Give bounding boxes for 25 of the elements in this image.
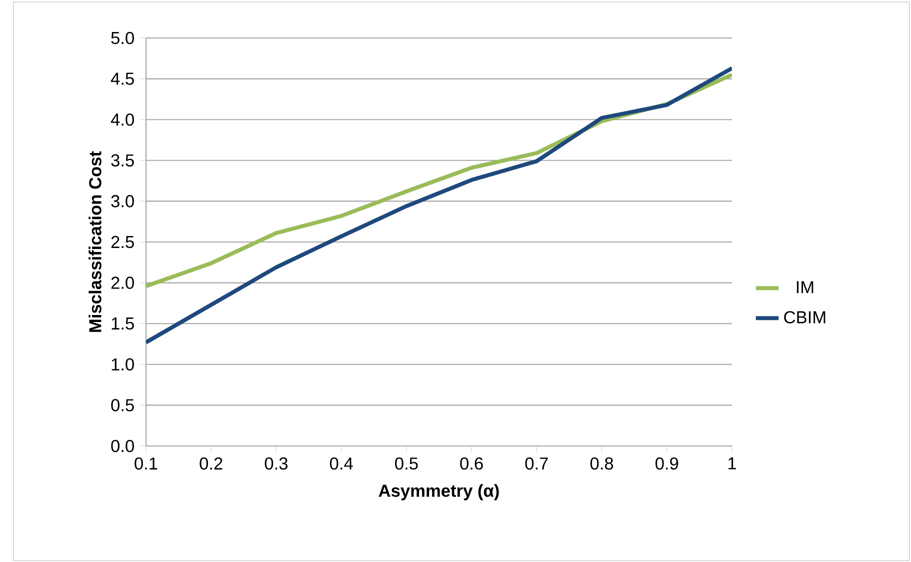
y-tick-label: 4.5 [110,72,134,85]
legend-label: IM [796,281,814,294]
x-tick-label: 1 [728,457,736,470]
y-tick-label: 4.0 [110,113,134,126]
y-tick-label: 3.0 [111,195,134,208]
y-tick-label: 1.5 [112,318,134,330]
y-tick-label: 2.5 [111,236,134,248]
x-tick-label: 0.8 [590,457,614,470]
y-axis-title: Misclassification Cost [88,151,102,332]
x-tick-label: 0.6 [460,457,483,470]
x-axis-title: Asymmetry (α) [378,484,499,500]
legend-label: CBIM [784,311,826,324]
x-tick-label: 0.3 [264,457,288,470]
y-tick-label: 3.5 [111,154,134,167]
x-tick-label: 0.9 [656,457,678,470]
x-tick-label: 0.5 [395,457,418,470]
x-tick-label: 0.2 [200,457,222,470]
x-tick-label: 0.4 [330,457,353,470]
y-tick-label: 2.0 [111,276,134,289]
y-tick-label: 1.0 [112,358,134,371]
y-tick-label: 5.0 [111,32,134,44]
x-tick-label: 0.1 [134,457,158,470]
y-tick-label: 0.5 [111,399,134,412]
y-tick-label: 0.0 [111,440,134,452]
x-tick-label: 0.7 [525,457,548,470]
